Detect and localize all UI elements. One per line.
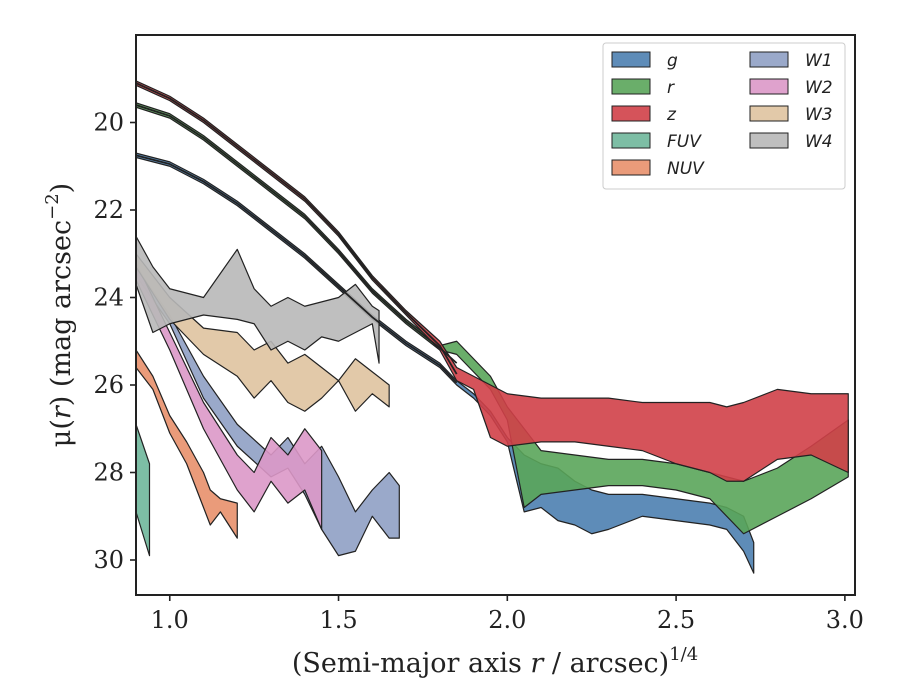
y-tick-label: 22 (93, 196, 124, 224)
y-axis-label: μ(r) (mag arcsec−2) (42, 183, 77, 447)
legend-label-g: g (667, 51, 678, 71)
band-w4 (136, 235, 380, 364)
legend-label-fuv: FUV (667, 132, 702, 152)
legend-label-z: z (666, 105, 677, 125)
profile-line-3 (136, 82, 458, 375)
band-w3 (136, 253, 390, 412)
legend-swatch-z (611, 105, 651, 122)
legend-label-w1: W1 (805, 51, 833, 71)
y-tick-label: 30 (93, 546, 124, 574)
y-tick-label: 28 (93, 459, 124, 487)
legend-swatch-g (611, 51, 651, 68)
profile-bands (136, 80, 849, 574)
y-axis-ticks: 20 22 24 26 28 30 (93, 109, 136, 574)
band-fuv (136, 423, 151, 557)
profile-line-1 (136, 154, 458, 384)
profile-lines (136, 82, 458, 384)
x-axis-ticks: 1.0 1.5 2.0 2.5 3.0 (151, 595, 864, 634)
x-tick-label: 1.0 (151, 606, 189, 634)
legend-label-w2: W2 (805, 78, 833, 98)
y-tick-label: 26 (93, 371, 124, 399)
legend-label-nuv: NUV (667, 159, 705, 179)
legend-swatch-w4 (749, 132, 789, 149)
y-tick-label: 24 (93, 284, 124, 312)
x-tick-label: 1.5 (319, 606, 357, 634)
legend-label-w3: W3 (805, 105, 833, 125)
profile-line-2 (136, 104, 458, 364)
legend-swatch-r (611, 78, 651, 95)
legend-swatch-w2 (749, 78, 789, 95)
band-z (136, 80, 849, 482)
x-tick-label: 3.0 (826, 606, 864, 634)
band-nuv (136, 349, 238, 539)
legend-swatch-w3 (749, 105, 789, 122)
legend-swatch-w1 (749, 51, 789, 68)
band-g (136, 152, 755, 574)
x-tick-label: 2.5 (657, 606, 695, 634)
band-w2 (136, 261, 323, 530)
legend-swatch-fuv (611, 132, 651, 149)
x-tick-label: 2.0 (488, 606, 526, 634)
band-r (136, 102, 849, 535)
legend-label-w4: W4 (805, 132, 833, 152)
legend-label-r: r (667, 78, 675, 98)
plot-frame (135, 34, 856, 596)
y-tick-label: 20 (93, 109, 124, 137)
legend-swatch-nuv (611, 159, 651, 176)
legend: grz FUV NUV W1 W2 W3 W4 (602, 42, 846, 190)
x-axis-label: (Semi-major axis r / arcsec)1/4 (292, 644, 698, 679)
